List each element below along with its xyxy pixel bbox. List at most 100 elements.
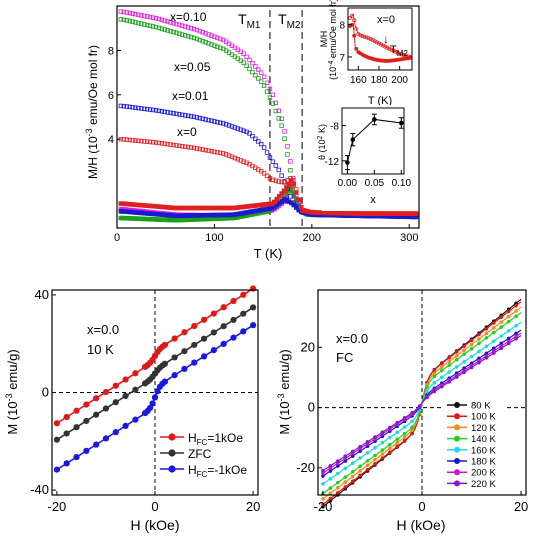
mh10k-xtick-label: -20 <box>48 499 67 514</box>
fc-point-s2 <box>180 112 185 118</box>
zfc-point-s3 <box>298 204 304 210</box>
fc-point-s0 <box>165 19 170 24</box>
fc-point-s0 <box>188 25 194 31</box>
fc-point-s2 <box>250 133 255 139</box>
mhfc-point-s4 <box>380 440 385 445</box>
inset-mh-fc-point <box>374 40 379 45</box>
inset-mh-ticks: 160 180 200 7 8 <box>339 20 408 86</box>
fc-point-s2 <box>156 108 162 114</box>
inset-mh-fc-point <box>358 33 363 38</box>
fc-point-s1 <box>177 31 182 36</box>
mhfc-legend-marker <box>454 435 460 442</box>
fc-point-s2 <box>147 107 153 112</box>
fc-point-s1 <box>261 83 267 88</box>
fc-point-s2 <box>168 110 173 116</box>
fc-point-s0 <box>261 74 267 80</box>
fc-point-s1 <box>285 152 290 157</box>
inset-mh-ytick-label: 8 <box>339 20 345 31</box>
mhfc-ytick-label: 20 <box>301 339 315 354</box>
mhfc-xtick-label: 0 <box>418 499 425 514</box>
fc-point-s3 <box>218 150 223 156</box>
mh10k-point-s0 <box>171 335 178 342</box>
mhfc-data-marks <box>318 290 526 509</box>
fc-point-s0 <box>174 21 179 27</box>
fc-point-s2 <box>127 104 132 110</box>
fc-point-s3 <box>144 139 150 144</box>
mh10k-xtick-label: 0 <box>151 499 158 514</box>
fc-point-s0 <box>279 116 284 121</box>
mh10k-ytick-label: -40 <box>30 482 49 497</box>
mh10k-point-s0 <box>230 297 237 305</box>
fc-point-s2 <box>130 105 135 110</box>
inset-mh-fc-point <box>393 49 398 54</box>
mh10k-data-marks <box>52 285 258 495</box>
mh10k-point-s1 <box>122 392 129 400</box>
fc-point-s3 <box>340 210 346 216</box>
fc-point-s0 <box>171 21 176 26</box>
mh10k-point-s0 <box>200 316 208 323</box>
fc-point-s2 <box>203 117 208 122</box>
mhfc-point-s2 <box>388 446 392 451</box>
fc-point-s1 <box>144 22 150 28</box>
mh10k-point-s2 <box>249 322 257 329</box>
mh10k-x-axis-label: H (kOe) <box>131 517 180 533</box>
mhfc-legend-label: 140 K <box>471 434 496 445</box>
mhfc-point-s7 <box>454 375 459 379</box>
fc-point-s3 <box>235 157 240 162</box>
fc-point-s3 <box>130 138 135 143</box>
inset-mh-fc-point <box>364 35 369 40</box>
mh10k-point-s2 <box>171 372 178 379</box>
fc-point-s0 <box>267 86 273 92</box>
fc-point-s1 <box>156 25 162 31</box>
fc-point-s1 <box>258 79 264 84</box>
mhfc-point-s4 <box>395 430 400 435</box>
fc-point-s1 <box>159 26 165 31</box>
fc-point-s2 <box>291 200 296 205</box>
mh10k-point-s1 <box>83 417 90 425</box>
mh10k-point-s2 <box>191 359 198 366</box>
fc-point-s1 <box>182 33 188 38</box>
mhfc-point-s5 <box>484 351 489 356</box>
mhfc-point-s1 <box>380 456 385 460</box>
mhfc-point-s3 <box>492 330 496 335</box>
fc-point-s3 <box>291 177 296 183</box>
inset-mh-fc-point <box>389 47 394 52</box>
fc-point-s3 <box>182 144 188 149</box>
mhfc-point-s4 <box>358 456 362 460</box>
mhfc-point-s2 <box>514 309 518 313</box>
fc-point-s3 <box>241 159 246 164</box>
fc-point-s0 <box>127 10 132 16</box>
fc-point-s1 <box>256 76 261 81</box>
fc-point-s3 <box>410 211 416 216</box>
mhfc-ytick-label: 0 <box>308 400 315 415</box>
inset-mh-fc-point <box>381 43 386 48</box>
fc-point-s1 <box>279 123 284 128</box>
inset-mh-fc-point <box>366 36 371 41</box>
fc-point-s3 <box>168 142 173 147</box>
fc-point-s2 <box>159 109 165 114</box>
fc-point-s0 <box>162 18 167 23</box>
fc-point-s3 <box>139 138 144 144</box>
mh10k-point-s2 <box>151 394 159 401</box>
mhfc-legend-marker <box>454 480 460 487</box>
fc-point-s2 <box>232 125 238 130</box>
mh10k-label-composition: x=0.0 <box>87 322 119 337</box>
mh10k-point-s2 <box>73 454 80 461</box>
mhfc-label-composition: x=0.0 <box>336 331 368 346</box>
fc-point-s2 <box>256 139 261 144</box>
fc-point-s1 <box>150 24 156 29</box>
mh10k-point-s0 <box>93 395 100 402</box>
zfc-point-s3 <box>279 191 284 196</box>
inset-mh-fc-point <box>379 42 383 47</box>
mh10k-point-s2 <box>200 353 208 360</box>
main-ytick-label: 6 <box>108 90 114 102</box>
inset-mh-fc-point <box>368 37 373 41</box>
fc-point-s3 <box>261 171 267 176</box>
mh10k-point-s2 <box>102 435 110 442</box>
fc-point-s2 <box>139 106 144 111</box>
mh10k-point-s1 <box>112 399 119 406</box>
mhfc-point-s1 <box>350 479 355 483</box>
mhfc-point-s2 <box>469 342 474 347</box>
mhfc-point-s5 <box>514 331 518 336</box>
inset-theta-ytick-label: -8 <box>330 122 339 133</box>
